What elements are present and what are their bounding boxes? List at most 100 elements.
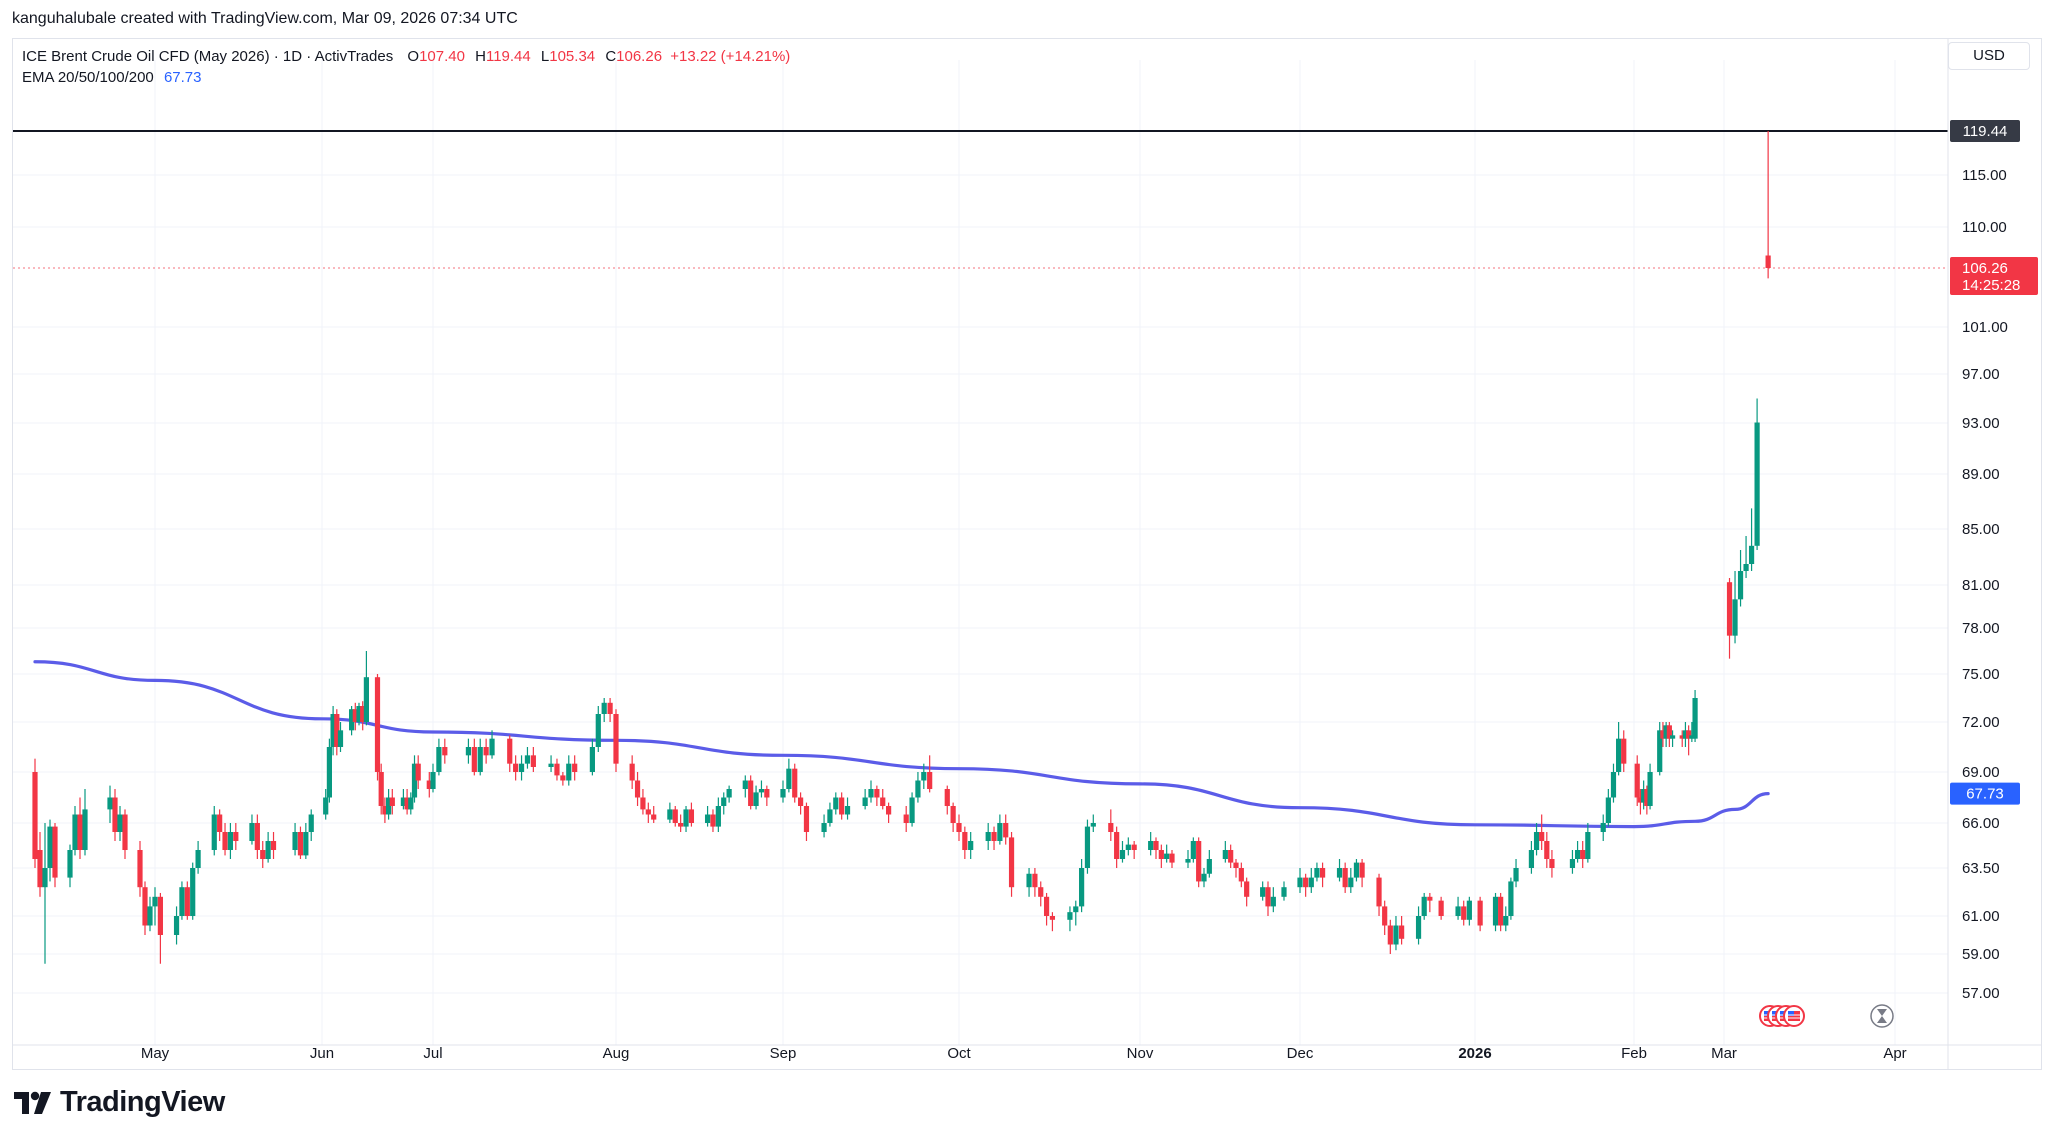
candle-body[interactable] [758,789,765,793]
candle-body[interactable] [1455,906,1461,916]
candle-body[interactable] [270,841,277,850]
candle-body[interactable] [152,896,158,907]
candle-body[interactable] [798,797,804,807]
candle-body[interactable] [378,772,384,806]
candle-body[interactable] [1228,850,1234,863]
candle-body[interactable] [249,823,255,841]
candle-body[interactable] [112,797,118,833]
candle-body[interactable] [386,797,392,815]
candle-body[interactable] [117,814,123,833]
candle-body[interactable] [1544,841,1550,859]
candle-body[interactable] [991,832,997,841]
candle-body[interactable] [548,763,554,767]
candle-body[interactable] [1610,772,1617,798]
candle-body[interactable] [1477,900,1483,926]
candle-body[interactable] [821,823,827,832]
candle-body[interactable] [1569,859,1576,868]
candle-body[interactable] [827,809,833,823]
candle-body[interactable] [211,814,217,851]
candle-body[interactable] [792,768,798,798]
candle-body[interactable] [292,832,298,850]
candle-body[interactable] [326,747,332,798]
candle-body[interactable] [915,780,921,798]
candle-body[interactable] [1206,859,1212,874]
candle-body[interactable] [1297,877,1303,888]
candle-body[interactable] [349,709,355,731]
candle-body[interactable] [1003,823,1009,838]
candle-body[interactable] [1415,916,1422,939]
candle-body[interactable] [1427,896,1433,901]
candle-body[interactable] [921,772,927,781]
candle-body[interactable] [688,809,695,823]
candle-body[interactable] [1319,868,1326,878]
candle-body[interactable] [400,797,406,807]
candle-body[interactable] [530,755,536,767]
candle-body[interactable] [404,797,410,810]
candle-body[interactable] [195,850,201,868]
candle-body[interactable] [1190,841,1196,859]
ema-indicator-label[interactable]: EMA 20/50/100/200 [22,69,154,86]
candle-body[interactable] [374,677,381,772]
candle-body[interactable] [330,714,336,747]
candle-body[interactable] [363,677,369,722]
candle-body[interactable] [1079,868,1085,907]
candle-body[interactable] [1438,900,1444,916]
candle-body[interactable] [1131,844,1137,850]
candle-body[interactable] [436,747,442,772]
candle-body[interactable] [489,738,495,756]
candle-body[interactable] [1466,900,1472,920]
candle-body[interactable] [1158,850,1164,859]
candle-body[interactable] [389,797,395,807]
candle-body[interactable] [1196,841,1202,882]
candle-body[interactable] [1308,877,1314,888]
candle-body[interactable] [726,789,732,798]
candle-body[interactable] [1539,832,1545,841]
candle-body[interactable] [678,823,684,827]
candle-body[interactable] [683,809,689,827]
candle-body[interactable] [950,806,956,823]
candle-body[interactable] [1679,735,1685,739]
candle-body[interactable] [1336,868,1343,878]
candle-body[interactable] [1043,896,1050,916]
candle-body[interactable] [1647,772,1653,806]
candle-body[interactable] [524,755,531,764]
candle-body[interactable] [880,797,886,807]
candle-body[interactable] [67,850,73,878]
candle-body[interactable] [408,797,414,810]
candle-body[interactable] [518,763,525,772]
candle-body[interactable] [137,850,143,888]
candle-body[interactable] [742,780,748,790]
candle-body[interactable] [1153,841,1159,850]
candle-body[interactable] [1119,850,1126,859]
candle-body[interactable] [233,832,239,841]
candle-body[interactable] [1348,877,1354,888]
candle-body[interactable] [1382,906,1388,926]
candle-body[interactable] [1605,797,1611,824]
candle-body[interactable] [1185,859,1191,863]
candle-body[interactable] [72,814,78,851]
candle-body[interactable] [1265,887,1271,907]
candle-body[interactable] [265,841,271,859]
candle-body[interactable] [554,763,560,776]
candle-body[interactable] [107,797,113,810]
candle-body[interactable] [886,806,892,815]
candle-body[interactable] [254,823,260,850]
candle-body[interactable] [572,763,578,772]
candle-body[interactable] [844,806,851,815]
candle-body[interactable] [595,714,601,747]
candle-body[interactable] [629,763,635,781]
candle-body[interactable] [1686,730,1692,739]
symbol-title[interactable]: ICE Brent Crude Oil CFD (May 2026) · 1D … [22,48,394,65]
candle-body[interactable] [1387,925,1393,945]
candle-body[interactable] [356,706,362,722]
candle-body[interactable] [1238,868,1244,882]
candle-body[interactable] [786,768,792,789]
candle-body[interactable] [1222,850,1228,859]
candle-body[interactable] [1641,789,1647,803]
candle-body[interactable] [721,797,727,807]
candle-body[interactable] [297,832,304,856]
candle-body[interactable] [1737,571,1744,600]
candle-body[interactable] [1270,896,1276,907]
candle-body[interactable] [589,747,595,772]
